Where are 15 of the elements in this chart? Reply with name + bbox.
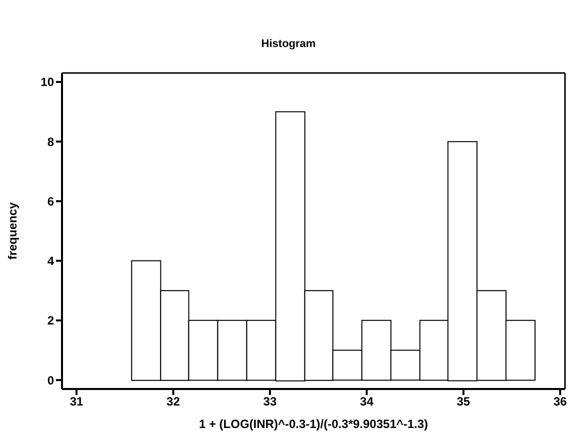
x-tick-label: 33 [263,394,277,409]
x-tick-label: 31 [70,394,84,409]
y-tick-label: 0 [47,373,54,388]
y-tick-label: 6 [47,194,54,208]
y-tick-label: 8 [47,134,54,149]
x-tick-label: 35 [456,394,470,409]
y-tick-label: 10 [40,75,54,90]
chart-title: Histogram [260,38,317,50]
x-tick-label: 34 [360,394,374,409]
y-tick-label: 4 [47,254,54,268]
x-axis-title: 1 + (LOG(INR)^-0.3-1)/(-0.3*9.90351^-1.3) [198,417,428,431]
y-axis-title: frequency [5,202,20,260]
x-tick-label: 32 [166,394,180,409]
y-tick-label: 2 [47,314,54,328]
x-tick-label: 36 [553,394,568,409]
